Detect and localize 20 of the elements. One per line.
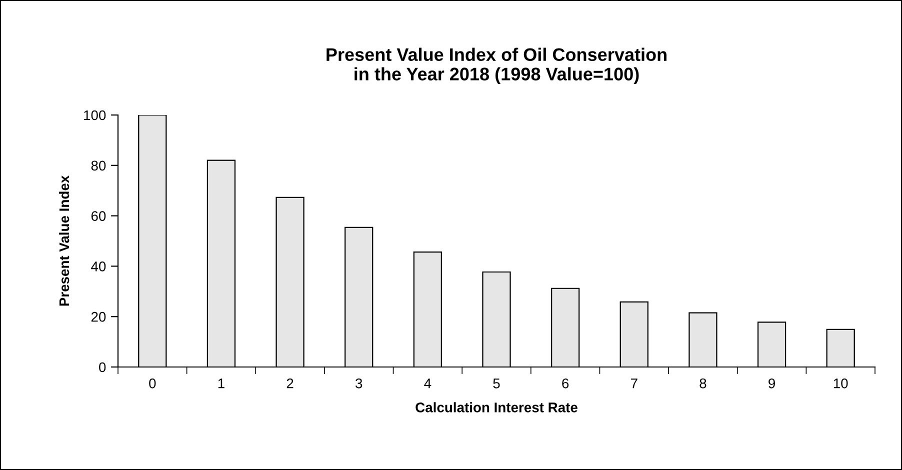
y-axis-title: Present Value Index (58, 175, 70, 306)
x-tick-label: 1 (218, 378, 224, 388)
x-tick-label: 7 (630, 378, 638, 388)
x-tick-label: 6 (562, 378, 569, 388)
chart-title: Present Value Index of Oil Conservation in the Year 2018 (1998 Value=100) (326, 48, 666, 84)
y-tick-label: 20 (91, 312, 106, 322)
x-tick-label: 8 (700, 378, 706, 388)
x-tick-label: 3 (356, 378, 362, 388)
y-tick-label: 40 (91, 262, 106, 272)
x-tick-label: 2 (286, 378, 294, 388)
y-tick-label: 100 (84, 110, 106, 120)
x-tick-label: 5 (493, 378, 500, 388)
y-tick-label: 80 (91, 160, 106, 171)
x-tick-label: 9 (768, 378, 775, 388)
x-axis-title: Calculation Interest Rate (416, 402, 578, 412)
x-tick-label: 0 (149, 378, 156, 388)
y-tick-label: 0 (99, 362, 106, 372)
y-tick-label: 60 (91, 211, 106, 221)
x-tick-label: 4 (424, 378, 432, 388)
x-tick-label: 10 (834, 378, 848, 388)
